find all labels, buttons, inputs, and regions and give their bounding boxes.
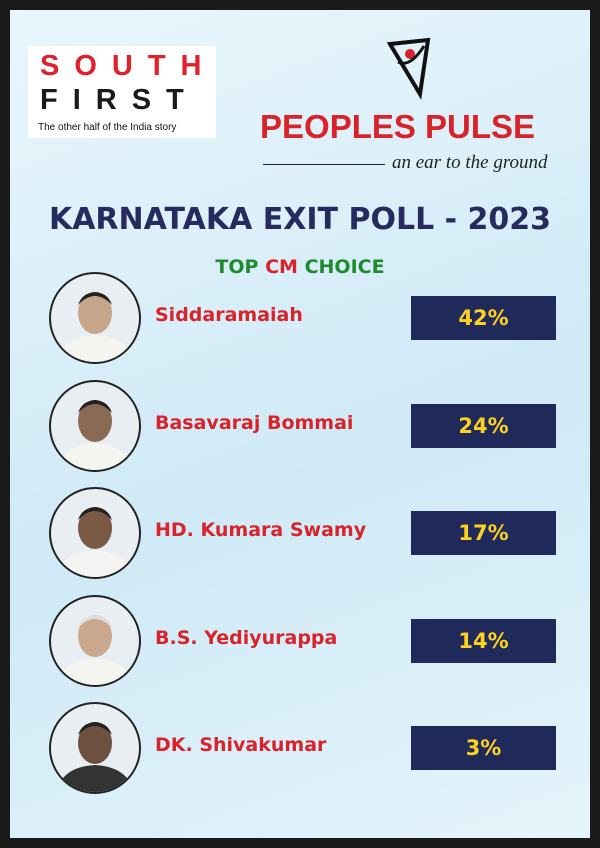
pollster-name: PEOPLES PULSE: [260, 108, 536, 145]
candidate-name: B.S. Yediyurappa: [155, 626, 338, 649]
candidate-photo: [49, 487, 141, 579]
subtitle: TOP CM CHOICE: [10, 256, 590, 278]
candidate-photo: [49, 702, 141, 794]
vote-share: 14%: [411, 618, 556, 663]
vote-share: 42%: [411, 296, 556, 340]
subtitle-part: CM: [265, 256, 298, 278]
title: KARNATAKA EXIT POLL - 2023: [48, 202, 552, 237]
pollster-icon: [386, 37, 431, 100]
brand-bottom: FIRST: [40, 84, 199, 116]
brand-tagline: The other half of the India story: [38, 122, 177, 133]
brand-logo: SOUTH FIRST The other half of the India …: [28, 46, 216, 138]
vote-share: 24%: [411, 403, 556, 448]
candidate-photo: [49, 594, 141, 687]
divider: [263, 164, 385, 165]
candidate-name: Basavaraj Bommai: [155, 411, 354, 434]
candidate-name: DK. Shivakumar: [155, 734, 327, 756]
candidate-photo: [49, 379, 141, 472]
candidate-name: HD. Kumara Swamy: [155, 519, 367, 541]
subtitle-part: CHOICE: [304, 256, 385, 278]
vote-share: 3%: [411, 726, 556, 770]
brand-top: SOUTH: [40, 50, 217, 82]
pollster-tagline: an ear to the ground: [392, 152, 548, 173]
vote-share: 17%: [411, 511, 556, 555]
candidate-photo: [49, 272, 141, 364]
candidate-name: Siddaramaiah: [155, 304, 303, 326]
subtitle-part: TOP: [215, 256, 259, 278]
